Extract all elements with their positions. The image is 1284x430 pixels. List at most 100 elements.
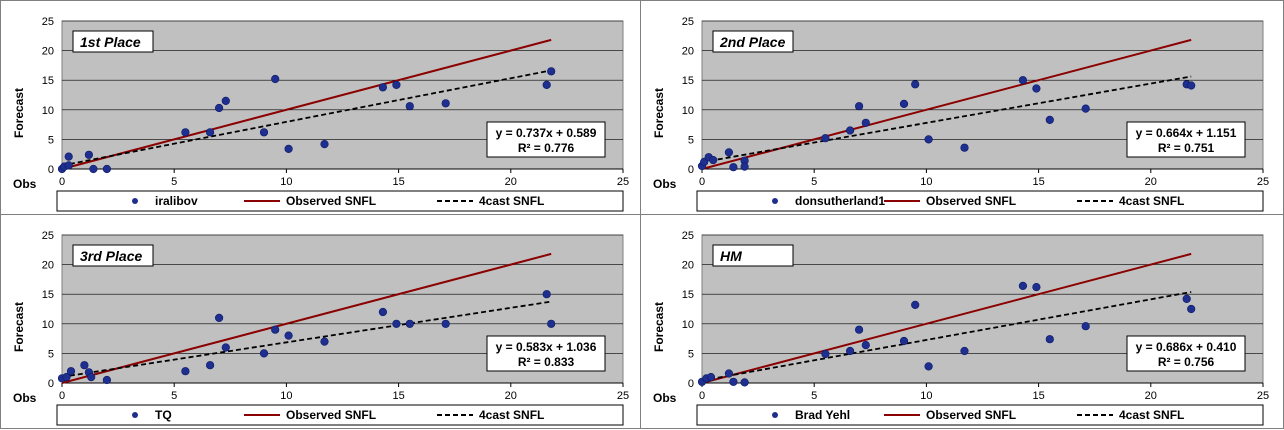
data-point [846, 346, 855, 356]
title-box [712, 244, 794, 267]
y-tick-label: 15 [42, 75, 54, 87]
data-point [1081, 322, 1090, 331]
chart-svg: 0 5 10 15 20 25 0 5 10 15 20 25 Forecast Obs 1st Place… [12, 16, 629, 212]
data-point [855, 325, 864, 334]
y-tick-label: 0 [688, 378, 694, 390]
data-point [87, 373, 96, 382]
data-point [1045, 335, 1054, 344]
data-point [66, 367, 76, 376]
observed-line [61, 38, 552, 170]
data-point [259, 349, 269, 358]
x-axis-label: Obs [653, 177, 677, 191]
regression-equation: y = 0.686x + 0.410 [1136, 340, 1237, 354]
x-tick-label: 0 [59, 390, 65, 402]
data-point [821, 134, 830, 143]
y-tick-label: 0 [688, 164, 694, 176]
data-point [542, 290, 551, 299]
data-point [740, 162, 749, 171]
data-point [84, 150, 93, 159]
data-point [547, 67, 556, 76]
data-point [271, 74, 280, 84]
chart-title: 3rd Place [80, 248, 142, 264]
y-tick-label: 20 [682, 46, 694, 58]
regression-equation: y = 0.737x + 0.589 [496, 126, 597, 140]
regression-equation: y = 0.664x + 1.151 [1136, 126, 1237, 140]
data-point [64, 161, 73, 170]
data-point [724, 369, 733, 378]
data-point [62, 373, 71, 382]
data-point [284, 144, 293, 153]
y-tick-label: 10 [42, 319, 54, 331]
y-tick-label: 25 [42, 230, 54, 242]
data-point [547, 319, 556, 328]
data-point [924, 362, 933, 371]
data-point [378, 307, 388, 317]
data-point [206, 361, 215, 370]
x-tick-label: 10 [920, 390, 932, 402]
legend-marker [132, 412, 138, 418]
data-point [320, 140, 329, 149]
x-tick-label: 10 [280, 390, 292, 402]
y-tick-label: 10 [682, 105, 694, 117]
forecast-trend-line [61, 69, 552, 167]
legend-label: 4cast SNFL [479, 408, 544, 422]
legend-label: 4cast SNFL [1119, 408, 1184, 422]
data-point [271, 325, 280, 334]
data-point [1187, 81, 1196, 90]
chart-svg: 0 5 10 15 20 25 0 5 10 15 20 25 Forecast Obs 2nd Place… [652, 16, 1269, 212]
forecast-trend-line [61, 300, 552, 378]
chart-title: HM [720, 248, 742, 264]
data-point [206, 128, 215, 137]
data-point [181, 128, 190, 137]
data-point [724, 148, 733, 157]
y-axis-label: Forecast [652, 88, 666, 138]
chart-svg: 0 5 10 15 20 25 0 5 10 15 20 25 Forecast Obs 3rd Place… [12, 230, 629, 426]
data-point [821, 349, 830, 359]
y-tick-label: 15 [42, 289, 54, 301]
r-squared: R² = 0.751 [1158, 141, 1215, 155]
legend-marker [772, 412, 778, 418]
x-tick-label: 0 [59, 176, 65, 188]
legend [696, 404, 1264, 426]
data-point [1187, 304, 1196, 314]
data-point [729, 163, 738, 172]
x-tick-label: 15 [1032, 176, 1044, 188]
x-tick-label: 20 [1145, 390, 1157, 402]
chart-panel: 0 5 10 15 20 25 0 5 10 15 20 25 Forecast Obs 2nd Place… [640, 0, 1284, 215]
data-point [1182, 294, 1191, 303]
y-tick-label: 5 [48, 134, 54, 146]
data-point [1032, 282, 1041, 292]
legend-label: Brad Yehl [795, 408, 850, 422]
y-tick-label: 10 [42, 105, 54, 117]
legend [56, 190, 624, 212]
data-point [1081, 104, 1090, 113]
observed-line [701, 252, 1192, 384]
data-point [1032, 84, 1041, 93]
r-squared: R² = 0.756 [1158, 355, 1215, 369]
x-tick-label: 0 [699, 176, 705, 188]
data-point [960, 346, 969, 356]
r-squared: R² = 0.833 [518, 355, 575, 369]
legend-label: Observed SNFL [286, 408, 376, 422]
equation-box [486, 121, 606, 158]
title-box [72, 30, 154, 53]
legend-marker [132, 198, 138, 204]
x-tick-label: 5 [171, 390, 177, 402]
data-point [102, 375, 111, 385]
data-point [911, 80, 920, 89]
x-axis-label: Obs [13, 391, 37, 405]
data-point [405, 319, 414, 328]
y-axis-label: Forecast [652, 302, 666, 352]
r-squared: R² = 0.776 [518, 141, 575, 155]
x-tick-label: 5 [811, 176, 817, 188]
x-axis-label: Obs [653, 391, 677, 405]
data-point [899, 99, 909, 108]
data-point [215, 313, 224, 322]
x-tick-label: 15 [1032, 390, 1044, 402]
data-point [709, 156, 718, 165]
data-point [64, 152, 73, 161]
y-axis-label: Forecast [12, 302, 26, 352]
chart-panel: 0 5 10 15 20 25 0 5 10 15 20 25 Forecast Obs 3rd Place… [0, 214, 644, 429]
x-tick-label: 15 [392, 176, 404, 188]
x-tick-label: 25 [1257, 390, 1269, 402]
